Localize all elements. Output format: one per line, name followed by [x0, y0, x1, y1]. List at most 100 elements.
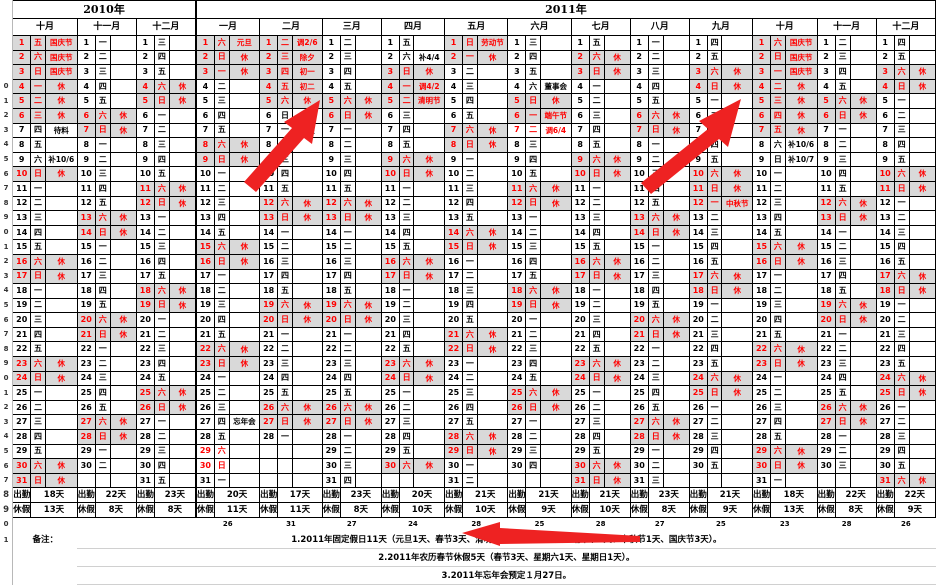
day-number[interactable]: 29: [629, 443, 649, 460]
day-number[interactable]: 28: [816, 429, 836, 445]
day-note[interactable]: 休: [354, 195, 382, 212]
day-number[interactable]: 11: [380, 180, 400, 197]
day-number[interactable]: 18: [135, 283, 155, 299]
day-number[interactable]: 21: [12, 326, 32, 343]
day-note[interactable]: [109, 49, 137, 66]
day-number[interactable]: 24: [135, 370, 155, 387]
weekday[interactable]: 日: [525, 93, 541, 109]
weekday[interactable]: 一: [706, 297, 723, 314]
weekday[interactable]: 五: [647, 297, 664, 314]
day-note[interactable]: [784, 180, 818, 197]
day-note[interactable]: [228, 180, 261, 197]
weekday[interactable]: 三: [647, 64, 664, 80]
day-number[interactable]: 25: [321, 385, 341, 401]
day-number[interactable]: 11: [12, 180, 32, 197]
day-note[interactable]: [662, 35, 690, 51]
weekday[interactable]: 三: [462, 180, 478, 197]
day-number[interactable]: 21: [875, 326, 895, 343]
day-number[interactable]: 27: [570, 414, 590, 431]
day-number[interactable]: 1: [380, 35, 400, 51]
weekday[interactable]: 一: [462, 356, 478, 372]
weekday[interactable]: 六: [834, 93, 851, 109]
day-note[interactable]: 休: [784, 78, 818, 95]
day-note[interactable]: [291, 458, 323, 474]
day-note[interactable]: [721, 107, 754, 124]
day-number[interactable]: 30: [816, 458, 836, 474]
day-note[interactable]: 休: [168, 283, 197, 299]
day-number[interactable]: 14: [688, 224, 708, 241]
day-number[interactable]: 9: [444, 151, 464, 168]
weekday[interactable]: 一: [277, 224, 293, 241]
day-number[interactable]: 4: [321, 78, 341, 95]
day-number[interactable]: 25: [688, 385, 708, 401]
day-number[interactable]: 26: [259, 399, 279, 416]
day-number[interactable]: 26: [444, 399, 464, 416]
day-note[interactable]: 休: [849, 107, 877, 124]
day-note[interactable]: 休: [603, 268, 631, 285]
day-number[interactable]: 10: [629, 166, 649, 182]
day-note[interactable]: [721, 253, 754, 270]
day-number[interactable]: 17: [507, 268, 527, 285]
day-note[interactable]: [849, 239, 877, 255]
weekday[interactable]: 一: [525, 210, 541, 226]
weekday[interactable]: 三: [462, 78, 478, 95]
day-note[interactable]: [721, 356, 754, 372]
day-number[interactable]: 16: [688, 253, 708, 270]
day-number[interactable]: 17: [12, 268, 32, 285]
day-number[interactable]: 13: [570, 210, 590, 226]
weekday[interactable]: 二: [834, 443, 851, 460]
weekday[interactable]: 五: [647, 93, 664, 109]
day-number[interactable]: 31: [752, 472, 772, 489]
day-note[interactable]: [849, 341, 877, 358]
day-number[interactable]: 5: [688, 93, 708, 109]
day-number[interactable]: 30: [444, 458, 464, 474]
weekday[interactable]: 二: [277, 239, 293, 255]
day-note[interactable]: 补10/6: [44, 151, 78, 168]
day-number[interactable]: 12: [380, 195, 400, 212]
day-note[interactable]: 休: [662, 312, 690, 328]
weekday[interactable]: 五: [153, 268, 170, 285]
day-number[interactable]: 25: [629, 385, 649, 401]
day-note[interactable]: [849, 370, 877, 387]
day-note[interactable]: [109, 356, 137, 372]
day-number[interactable]: 10: [570, 166, 590, 182]
day-number[interactable]: 19: [135, 297, 155, 314]
day-note[interactable]: [603, 224, 631, 241]
day-number[interactable]: 24: [629, 370, 649, 387]
day-number[interactable]: 9: [507, 151, 527, 168]
day-number[interactable]: 17: [688, 268, 708, 285]
day-note[interactable]: [109, 458, 137, 474]
day-note[interactable]: 休: [603, 356, 631, 372]
weekday[interactable]: 五: [339, 283, 356, 299]
weekday[interactable]: 三: [647, 268, 664, 285]
day-number[interactable]: 15: [570, 239, 590, 255]
weekday[interactable]: 五: [277, 385, 293, 401]
day-note[interactable]: 休: [109, 107, 137, 124]
weekday[interactable]: 三: [770, 93, 786, 109]
day-number[interactable]: 27: [321, 414, 341, 431]
day-note[interactable]: [721, 151, 754, 168]
day-number[interactable]: 31: [135, 472, 155, 489]
day-note[interactable]: [784, 195, 818, 212]
day-number[interactable]: 19: [76, 297, 96, 314]
day-number[interactable]: 2: [570, 49, 590, 66]
day-number[interactable]: 15: [380, 239, 400, 255]
weekday[interactable]: 日: [30, 166, 46, 182]
weekday[interactable]: [277, 458, 293, 474]
weekday[interactable]: 日: [213, 458, 230, 474]
weekday[interactable]: 一: [213, 166, 230, 182]
day-number[interactable]: 26: [194, 399, 215, 416]
day-number[interactable]: 15: [194, 239, 215, 255]
day-number[interactable]: 13: [12, 210, 32, 226]
day-number[interactable]: 7: [321, 122, 341, 139]
weekday[interactable]: 二: [706, 414, 723, 431]
day-note[interactable]: [168, 210, 197, 226]
weekday[interactable]: 一: [462, 458, 478, 474]
weekday[interactable]: 二: [94, 253, 111, 270]
day-number[interactable]: 13: [444, 210, 464, 226]
day-note[interactable]: [476, 210, 509, 226]
weekday[interactable]: 日: [706, 180, 723, 197]
weekday[interactable]: 四: [770, 107, 786, 124]
day-number[interactable]: 27: [76, 414, 96, 431]
day-note[interactable]: [168, 341, 197, 358]
